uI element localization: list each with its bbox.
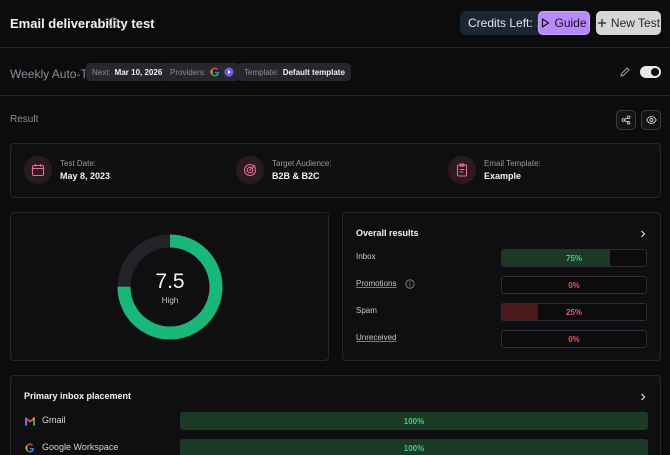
- email-template-value: Example: [484, 171, 522, 181]
- google-icon: [210, 67, 220, 77]
- provider-row: Gmail 100%: [24, 412, 648, 430]
- audience-item: Target Audience: B2B & B2C: [236, 156, 332, 184]
- gauge-arc: [117, 234, 223, 340]
- test-date-label: Test Date:: [60, 159, 97, 168]
- result-bar-fill: [502, 250, 610, 266]
- overall-results-card: Overall results Inbox 75% Promotions 0% Spam…: [342, 212, 661, 361]
- result-row-inbox: Inbox 75%: [356, 249, 648, 267]
- template-chip: Template: Default template: [238, 63, 351, 81]
- score-gauge: [117, 234, 223, 340]
- google-icon: [25, 443, 34, 453]
- result-row-spam: Spam 25%: [356, 303, 648, 321]
- auto-test-toggle[interactable]: [640, 66, 661, 78]
- provider-bar: 100%: [180, 412, 648, 430]
- guide-button[interactable]: Guide: [538, 11, 590, 35]
- pencil-icon[interactable]: [619, 66, 631, 78]
- auto-test-bar: Weekly Auto-Test Next: Mar 10, 2026 Prov…: [0, 49, 670, 96]
- result-label[interactable]: Promotions: [356, 279, 397, 288]
- result-bar: 0%: [501, 330, 647, 348]
- score-label: High: [161, 296, 179, 305]
- info-icon[interactable]: [108, 17, 119, 28]
- target-icon: [236, 156, 264, 184]
- providers-label: Providers:: [170, 67, 207, 77]
- audience-label: Target Audience:: [272, 159, 332, 168]
- provider-bar: 100%: [180, 439, 648, 455]
- next-run-label: Next:: [92, 67, 111, 77]
- result-row-unreceived: Unreceived 0%: [356, 330, 648, 348]
- score-value: 7.5: [155, 270, 185, 293]
- provider-name: Google Workspace: [42, 442, 119, 452]
- score-card: 7.5 High: [10, 212, 329, 361]
- test-date-item: Test Date: May 8, 2023: [24, 156, 110, 184]
- result-percent: 25%: [565, 307, 582, 317]
- page-title: Email deliverability test: [10, 16, 155, 31]
- page-header: Email deliverability test Credits Left: …: [0, 0, 670, 48]
- calendar-icon: [24, 156, 52, 184]
- result-percent: 0%: [568, 280, 580, 290]
- result-bar-fill: [502, 304, 538, 320]
- result-bar: 75%: [501, 249, 647, 267]
- eye-icon: [645, 116, 657, 124]
- primary-inbox-title: Primary inbox placement: [24, 391, 132, 401]
- credits-label: Credits Left:: [468, 16, 533, 30]
- result-heading: Result: [10, 114, 39, 125]
- result-label: Inbox: [356, 252, 376, 261]
- overall-results-title: Overall results: [356, 228, 419, 238]
- providers-chip: Providers:: [164, 63, 241, 81]
- preview-button[interactable]: [641, 110, 661, 130]
- share-icon: [621, 115, 631, 125]
- new-test-label: New Test: [610, 16, 661, 30]
- test-info-card: Test Date: May 8, 2023 Target Audience: …: [10, 143, 661, 198]
- next-run-value: Mar 10, 2026: [114, 67, 163, 77]
- provider-name: Gmail: [42, 415, 66, 425]
- gmail-icon: [25, 417, 35, 426]
- template-label: Template:: [244, 67, 279, 77]
- provider-percent: 100%: [403, 416, 425, 426]
- chevron-right-icon[interactable]: [639, 393, 647, 401]
- provider-bar-fill: [180, 439, 648, 455]
- info-icon[interactable]: [405, 279, 415, 289]
- guide-label: Guide: [554, 16, 587, 30]
- result-percent: 75%: [565, 253, 582, 263]
- play-icon: [542, 18, 550, 28]
- new-test-button[interactable]: New Test: [596, 11, 661, 35]
- next-run-chip: Next: Mar 10, 2026: [86, 63, 169, 81]
- provider-bar-fill: [180, 412, 648, 430]
- result-percent: 0%: [568, 334, 580, 344]
- clipboard-icon: [448, 156, 476, 184]
- primary-inbox-card: Primary inbox placement Gmail 100% Google …: [10, 375, 661, 455]
- template-value: Default template: [282, 67, 345, 77]
- result-label: Spam: [356, 306, 377, 315]
- email-template-label: Email Template:: [484, 159, 541, 168]
- test-date-value: May 8, 2023: [60, 171, 111, 181]
- provider-play-icon: [224, 67, 234, 77]
- email-template-item: Email Template: Example: [448, 156, 541, 184]
- audience-value: B2B & B2C: [272, 171, 320, 181]
- share-button[interactable]: [616, 110, 636, 130]
- result-bar: 0%: [501, 276, 647, 294]
- auto-test-label: Weekly Auto-Test: [10, 67, 103, 81]
- provider-row: Google Workspace 100%: [24, 439, 648, 455]
- result-row-promotions: Promotions 0%: [356, 276, 648, 294]
- provider-percent: 100%: [403, 443, 425, 453]
- plus-icon: [597, 19, 606, 27]
- result-label[interactable]: Unreceived: [356, 333, 397, 342]
- result-bar: 25%: [501, 303, 647, 321]
- chevron-right-icon[interactable]: [639, 230, 647, 238]
